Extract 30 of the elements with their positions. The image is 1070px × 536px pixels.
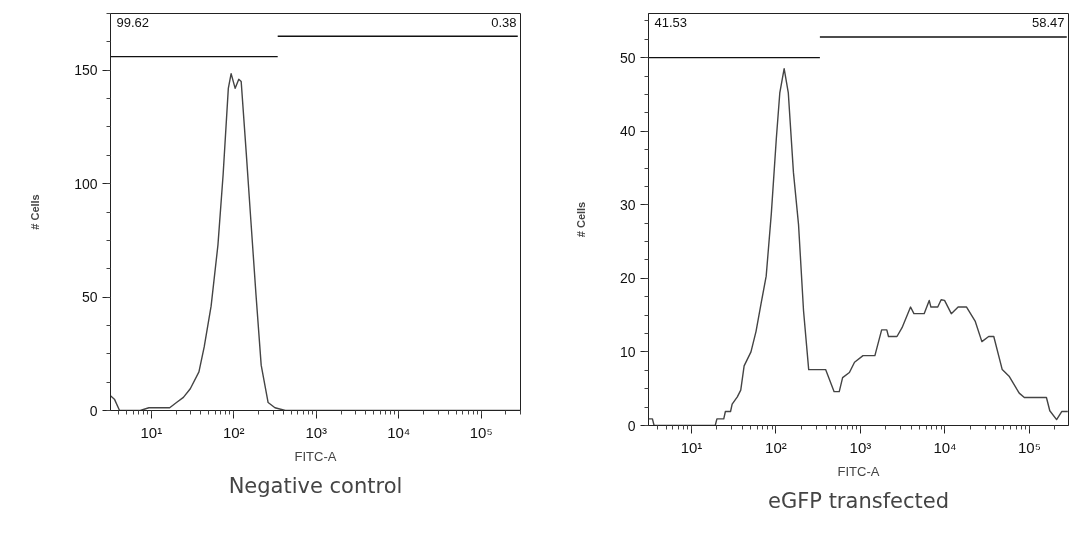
x-tick-label: 10³ bbox=[305, 423, 328, 441]
x-tick-label: 10² bbox=[765, 438, 787, 456]
y-tick-label: 10 bbox=[619, 343, 636, 360]
x-tick-label: 10⁵ bbox=[1017, 438, 1041, 456]
x-tick-label: 10⁵ bbox=[469, 423, 493, 441]
annotation: 41.53 bbox=[654, 14, 688, 30]
y-tick-label: 0 bbox=[89, 402, 98, 419]
y-tick-label: 50 bbox=[619, 49, 636, 66]
annotation: 99.62 bbox=[116, 14, 150, 30]
y-tick-label: 150 bbox=[74, 62, 98, 79]
y-axis-title: # Cells bbox=[29, 194, 42, 230]
y-tick-label: 40 bbox=[619, 123, 636, 140]
x-axis-title: FITC-A bbox=[837, 463, 880, 479]
y-tick-label: 30 bbox=[619, 196, 636, 213]
x-tick-label: 10⁴ bbox=[387, 423, 411, 441]
y-tick-label: 0 bbox=[627, 417, 636, 434]
annotation: 0.38 bbox=[491, 14, 517, 30]
y-axis-title: # Cells bbox=[574, 201, 587, 238]
text: Negative control bbox=[228, 473, 403, 498]
x-tick-label: 10³ bbox=[849, 438, 872, 456]
x-tick-label: 10⁴ bbox=[933, 438, 957, 456]
y-tick-label: 50 bbox=[81, 289, 98, 306]
y-tick-label: 20 bbox=[619, 270, 636, 287]
text: eGFP transfected bbox=[768, 488, 949, 513]
y-tick-label: 100 bbox=[74, 175, 98, 192]
x-axis-title: FITC-A bbox=[294, 448, 337, 464]
x-tick-label: 10² bbox=[222, 423, 245, 441]
x-tick-label: 10¹ bbox=[140, 423, 163, 441]
x-tick-label: 10¹ bbox=[680, 438, 703, 456]
annotation: 58.47 bbox=[1031, 14, 1065, 30]
